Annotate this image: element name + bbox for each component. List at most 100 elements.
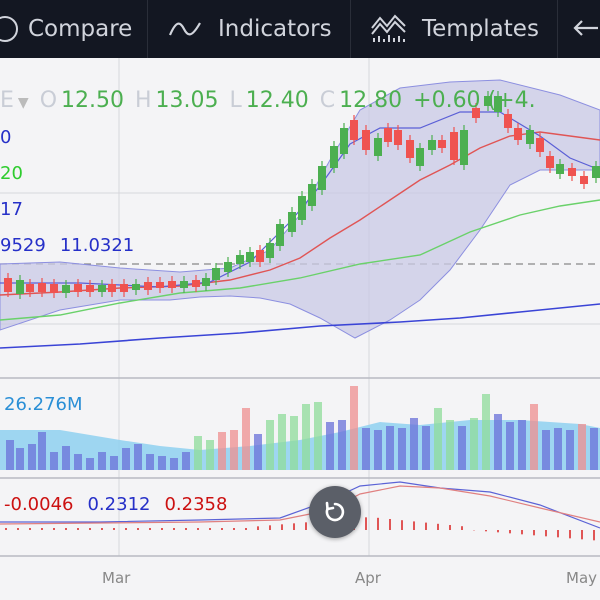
volume-bar (122, 448, 130, 470)
candle (330, 141, 338, 173)
volume-bar (578, 424, 586, 470)
candle (266, 238, 274, 263)
macd-bar (113, 528, 115, 530)
macd-blue-line (0, 481, 600, 529)
macd-bar (305, 522, 307, 530)
compare-label: Compare (28, 16, 133, 42)
top-toolbar: Compare Indicators Templates (0, 0, 600, 58)
macd-bar (17, 528, 19, 530)
templates-label: Templates (422, 16, 539, 42)
ma-blue-line (0, 303, 600, 349)
candle (120, 279, 128, 297)
macd-bar (221, 528, 223, 530)
volume-bar (242, 408, 250, 470)
macd-bar (521, 530, 523, 535)
volume-bar (110, 456, 118, 470)
volume-bar (50, 452, 58, 470)
candle (406, 135, 414, 163)
candle (276, 219, 284, 251)
macd-bar (65, 528, 67, 530)
undo-icon (573, 20, 598, 36)
macd-bar (377, 517, 379, 530)
macd-bar (149, 528, 151, 530)
compare-icon (0, 16, 18, 42)
macd-bar (593, 530, 595, 541)
candle (236, 250, 244, 269)
macd-bar (41, 528, 43, 530)
macd-bar (293, 523, 295, 530)
macd-bar (461, 526, 463, 530)
macd-bar (365, 517, 367, 530)
low-value: 12.40 (245, 88, 309, 113)
candle (144, 277, 152, 295)
chart-canvas[interactable] (0, 58, 600, 600)
volume-bar (230, 430, 238, 470)
volume-bar (302, 404, 310, 470)
undo-button[interactable] (572, 0, 600, 58)
compare-button[interactable]: Compare (0, 0, 132, 58)
candle (308, 179, 316, 211)
candle (384, 123, 392, 147)
templates-button[interactable]: Templates (370, 0, 539, 58)
volume-bar (314, 402, 322, 470)
volume-bar (326, 422, 334, 470)
macd-bar (77, 528, 79, 530)
candle (16, 275, 24, 299)
volume-bar (398, 428, 406, 470)
volume-bar (590, 428, 598, 470)
macd-bar (449, 525, 451, 530)
macd-bar (281, 524, 283, 530)
candle (38, 278, 46, 297)
ma-legend-1: 0 (0, 127, 12, 148)
candle (62, 280, 70, 298)
change-value: +0.60 (+4. (413, 88, 536, 113)
candle (50, 279, 58, 298)
x-axis-label: Apr (355, 569, 381, 587)
candle (592, 161, 600, 183)
open-value: 12.50 (61, 88, 124, 113)
volume-bar (494, 414, 502, 470)
macd-bar (5, 528, 7, 530)
volume-bar (62, 446, 70, 470)
reset-chart-button[interactable] (309, 486, 361, 538)
volume-bar (482, 394, 490, 470)
toolbar-divider (147, 0, 148, 58)
volume-bar (278, 414, 286, 470)
macd-bar (161, 528, 163, 530)
volume-bars (6, 386, 598, 470)
ma-green-line (0, 199, 600, 321)
volume-bar (410, 418, 418, 470)
volume-bar (158, 456, 166, 470)
volume-bar (98, 452, 106, 470)
volume-bar (566, 430, 574, 470)
volume-bar (206, 440, 214, 470)
volume-bar (434, 408, 442, 470)
macd-bar (557, 530, 559, 538)
bb-middle-line (0, 111, 600, 288)
x-axis-label: May (566, 569, 598, 587)
volume-bar (530, 404, 538, 470)
volume-bar (218, 432, 226, 470)
toolbar-divider (350, 0, 351, 58)
volume-bar (290, 416, 298, 470)
candles (4, 91, 600, 299)
volume-bar (194, 436, 202, 470)
candle (374, 133, 382, 161)
close-label: C (319, 88, 336, 113)
macd-histogram (5, 517, 595, 541)
volume-bar (470, 418, 478, 470)
volume-bar (74, 454, 82, 470)
macd-bar (569, 530, 571, 539)
macd-value: 0.2358 (164, 494, 228, 515)
candle (108, 279, 116, 297)
candle (362, 125, 370, 155)
macd-bar (209, 528, 211, 530)
macd-bar (389, 519, 391, 530)
ohlc-legend: E ▼ O 12.50 H 13.05 L 12.40 C 12.80 +0.60 (+4… (0, 88, 536, 113)
volume-bar (146, 454, 154, 470)
candle (416, 143, 424, 171)
candle (340, 123, 348, 159)
candle (428, 135, 436, 155)
indicators-button[interactable]: Indicators (168, 0, 332, 58)
indicators-label: Indicators (218, 16, 332, 42)
